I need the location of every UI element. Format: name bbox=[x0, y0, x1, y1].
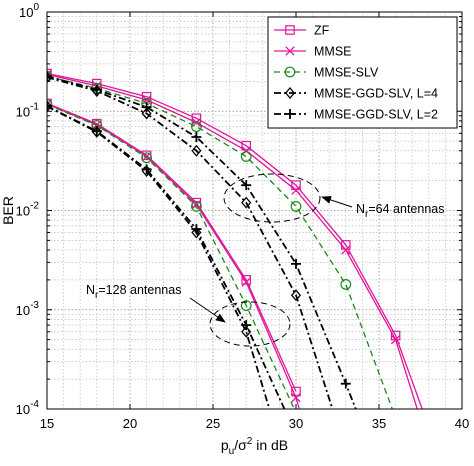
data-point-mmse bbox=[390, 334, 401, 345]
data-point-mmse bbox=[291, 393, 301, 403]
data-point-zf bbox=[291, 386, 301, 397]
data-point-mmse-slv bbox=[190, 121, 202, 133]
y-tick-label: 10-2 bbox=[16, 201, 40, 219]
data-point-mmse bbox=[191, 199, 202, 210]
data-point-mmse bbox=[241, 146, 251, 156]
curves bbox=[47, 68, 423, 409]
data-point-mmse-ggd-slv-l-4 bbox=[47, 100, 53, 113]
data-point-mmse-slv bbox=[240, 151, 252, 162]
legend-label-zf: ZF bbox=[314, 24, 330, 38]
series-line-mmse-slv bbox=[47, 75, 393, 409]
data-point-mmse-ggd-slv-l-2 bbox=[191, 132, 202, 143]
x-tick-label: 20 bbox=[123, 416, 137, 431]
series-line-zf bbox=[47, 72, 423, 409]
annotation-128-antennas: Nr=128 antennas bbox=[86, 283, 181, 301]
x-tick-label: 15 bbox=[40, 416, 54, 431]
legend-marker-mmse bbox=[285, 46, 295, 56]
data-point-mmse-ggd-slv-l-2 bbox=[141, 102, 152, 113]
data-point-mmse-ggd-slv-l-4 bbox=[191, 226, 202, 239]
legend-label-mmse-slv: MMSE-SLV bbox=[314, 66, 379, 80]
data-point-mmse-ggd-slv-l-4 bbox=[91, 125, 102, 138]
data-point-mmse-slv bbox=[290, 200, 302, 212]
data-point-mmse-slv bbox=[141, 152, 153, 164]
data-point-mmse-ggd-slv-l-2 bbox=[47, 71, 52, 82]
ticks bbox=[46, 11, 463, 410]
arrow-64-antennas bbox=[321, 196, 353, 208]
x-tick-label: 25 bbox=[206, 416, 220, 431]
legend-marker-mmse-slv bbox=[284, 66, 296, 78]
data-point-mmse-ggd-slv-l-2 bbox=[47, 100, 52, 111]
data-point-mmse-ggd-slv-l-2 bbox=[91, 126, 102, 137]
annotation-64-antennas: Nr=64 antennas bbox=[356, 202, 445, 220]
data-point-mmse-slv bbox=[340, 279, 352, 290]
series-line-mmse-slv bbox=[47, 103, 295, 409]
y-tick-label: 100 bbox=[19, 2, 39, 20]
series-line-mmse-ggd-slv-l-2 bbox=[47, 105, 286, 409]
legend-label-mmse-ggd-slv-l-2: MMSE-GGD-SLV, L=2 bbox=[314, 108, 438, 122]
arrow-128-antennas bbox=[189, 297, 226, 323]
grid bbox=[47, 12, 462, 409]
data-point-mmse-ggd-slv-l-4 bbox=[141, 107, 152, 120]
x-tick-label: 40 bbox=[455, 416, 469, 431]
legend: ZF MMSE MMSE-SLV MMSE-GGD-SLV, L=4 MMSE-GGD-… bbox=[267, 16, 458, 129]
series-line-zf bbox=[47, 102, 297, 392]
data-point-zf bbox=[141, 91, 152, 102]
series-line-mmse-ggd-slv-l-2 bbox=[47, 75, 357, 409]
data-point-mmse-slv bbox=[240, 300, 252, 312]
data-point-mmse-ggd-slv-l-4 bbox=[241, 196, 252, 209]
y-tick-label: 10-3 bbox=[16, 300, 40, 318]
y-tick-label: 10-4 bbox=[16, 399, 40, 417]
data-point-mmse bbox=[341, 245, 351, 255]
ellipse-64-antennas bbox=[223, 173, 321, 223]
data-point-mmse-ggd-slv-l-2 bbox=[241, 320, 252, 331]
data-point-zf bbox=[241, 275, 251, 285]
data-point-mmse bbox=[241, 277, 251, 287]
data-point-mmse bbox=[291, 185, 301, 195]
legend-marker-zf bbox=[285, 25, 295, 35]
data-point-mmse-ggd-slv-l-2 bbox=[191, 224, 202, 235]
data-point-mmse-ggd-slv-l-4 bbox=[191, 144, 202, 157]
legend-label-mmse: MMSE bbox=[314, 45, 352, 59]
legend-label-mmse-ggd-slv-l-4: MMSE-GGD-SLV, L=4 bbox=[314, 87, 438, 101]
data-point-mmse-ggd-slv-l-2 bbox=[340, 378, 351, 389]
legend-marker-mmse-ggd-slv-l-2 bbox=[285, 109, 295, 119]
data-point-mmse-slv bbox=[190, 200, 202, 212]
data-point-mmse-ggd-slv-l-4 bbox=[290, 289, 302, 302]
data-point-mmse-ggd-slv-l-2 bbox=[91, 84, 102, 95]
x-tick-label: 30 bbox=[289, 416, 303, 431]
y-axis-label: BER bbox=[0, 196, 16, 225]
x-axis-label: pu/σ2 in dB bbox=[221, 436, 288, 457]
y-tick-label: 10-1 bbox=[16, 101, 40, 119]
ellipse-128-antennas bbox=[209, 301, 291, 347]
x-tick-label: 35 bbox=[372, 416, 386, 431]
data-point-mmse-ggd-slv-l-2 bbox=[241, 180, 252, 191]
data-point-mmse-ggd-slv-l-2 bbox=[291, 258, 301, 269]
legend-marker-mmse-ggd-slv-l-4 bbox=[284, 86, 296, 100]
data-point-mmse-ggd-slv-l-2 bbox=[141, 164, 152, 175]
